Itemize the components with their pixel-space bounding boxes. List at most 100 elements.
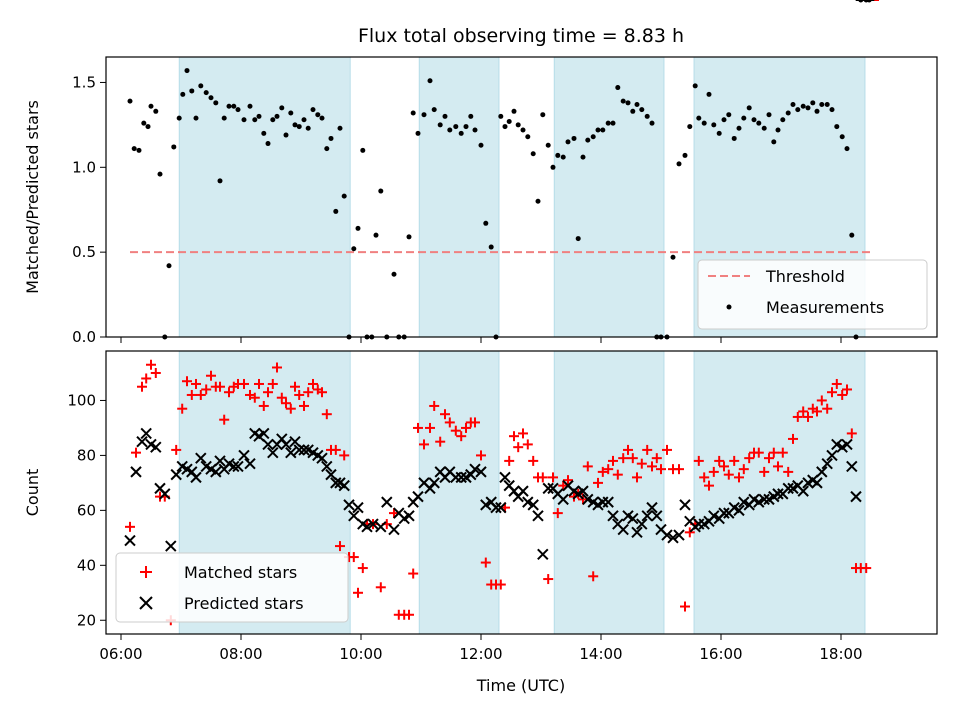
shaded-interval [418,56,500,338]
measurement-point [141,120,147,126]
y-tick-label: 1.0 [72,158,96,176]
predicted-stars-point [280,438,292,451]
matched-stars-point [137,381,147,392]
x-tick-label: 06:00 [99,645,142,663]
measurement-point [585,137,591,143]
measurement-point [595,127,601,133]
predicted-stars-point [582,493,594,506]
measurement-point [805,105,811,111]
predicted-stars-point [617,523,629,536]
predicted-stars-point [262,438,274,451]
measurement-point [849,232,855,238]
measurement-point [731,135,737,141]
legend-predicted-swatch [139,596,153,610]
matched-stars-point [861,563,872,574]
matched-stars-point [215,381,225,392]
matched-stars-point [125,521,135,532]
measurement-point [189,88,195,94]
measurement-point [324,146,330,152]
predicted-stars-point [753,496,765,508]
predicted-stars-point [375,521,387,533]
measurement-point [682,152,688,158]
predicted-stars-point [267,446,279,459]
predicted-stars-point [651,510,663,522]
predicted-stars-point [499,471,511,484]
shaded-interval [553,350,665,635]
predicted-stars-point [412,490,424,503]
matched-stars-point [518,428,528,439]
measurement-point [530,151,536,157]
measurement-point [472,127,478,133]
matched-stars-point [719,461,729,472]
measurement-point [785,110,791,116]
matched-stars-point [699,472,710,483]
predicted-stars-point [367,518,379,530]
y-tick-label: 20 [77,611,96,629]
measurement-point [620,98,626,104]
count-panel-legend-box [115,552,349,623]
matched-stars-point [729,455,740,466]
predicted-stars-point [190,471,202,484]
predicted-stars-point [733,504,745,517]
shaded-interval [553,56,665,338]
x-tick-label: 10:00 [339,645,382,663]
predicted-stars-point [258,427,270,440]
predicted-stars-point [469,463,481,475]
measurement-point [157,171,163,177]
matched-stars-point [528,455,539,466]
matched-stars-point [249,392,260,403]
predicted-stars-point [602,496,614,508]
measurement-point [535,198,541,204]
predicted-stars-point [321,460,333,473]
predicted-stars-point [758,493,770,506]
count-panel-frame [105,350,938,635]
x-tick-label: 14:00 [579,645,622,663]
measurement-point [333,208,339,214]
matched-stars-point [734,472,744,483]
measurement-point [468,113,474,119]
matched-stars-point [608,455,618,466]
measurement-point [814,108,820,114]
matched-stars-point [647,461,657,472]
matched-stars-point [588,571,599,582]
predicted-stars-point [348,510,360,522]
measurement-point [256,113,262,119]
matched-stars-point [723,469,734,480]
matched-stars-point [603,464,614,475]
matched-stars-point [618,453,629,464]
measurement-point [721,117,727,123]
measurement-point [437,122,443,128]
predicted-stars-point [577,485,589,497]
ratio-panel-y-ticks: 0.0 0.5 1.0 1.5 [72,73,106,346]
measurement-point [355,225,361,231]
measurement-point [711,122,717,128]
matched-stars-point [597,466,608,477]
matched-stars-point [267,378,278,389]
measurement-point [795,107,801,113]
measurement-point [488,244,494,250]
measurement-point [478,142,484,148]
predicted-stars-point [811,477,823,489]
matched-stars-point [191,378,201,389]
matched-stars-point [827,387,837,398]
matched-stars-point [201,384,212,395]
measurement-point [834,124,840,130]
count-panel-y-axis-label: Count [23,469,42,517]
predicted-stars-point [285,446,297,459]
legend-measurements-label: Measurements [766,298,884,317]
measurement-point [288,110,294,116]
measurement-point [696,115,702,121]
measurement-point [751,117,757,123]
predicted-stars-point [124,534,136,547]
predicted-stars-point [428,477,440,489]
measurement-point [829,107,835,113]
predicted-stars-point [738,496,750,508]
matched-stars-point [738,464,749,475]
y-tick-label: 80 [77,446,96,464]
predicted-stars-point [403,510,415,522]
measurement-point [676,161,682,167]
predicted-stars-point [607,510,619,522]
predicted-stars-point [159,488,171,500]
ratio-panel-legend: Threshold Measurements [697,259,928,330]
predicted-stars-point [352,501,364,514]
